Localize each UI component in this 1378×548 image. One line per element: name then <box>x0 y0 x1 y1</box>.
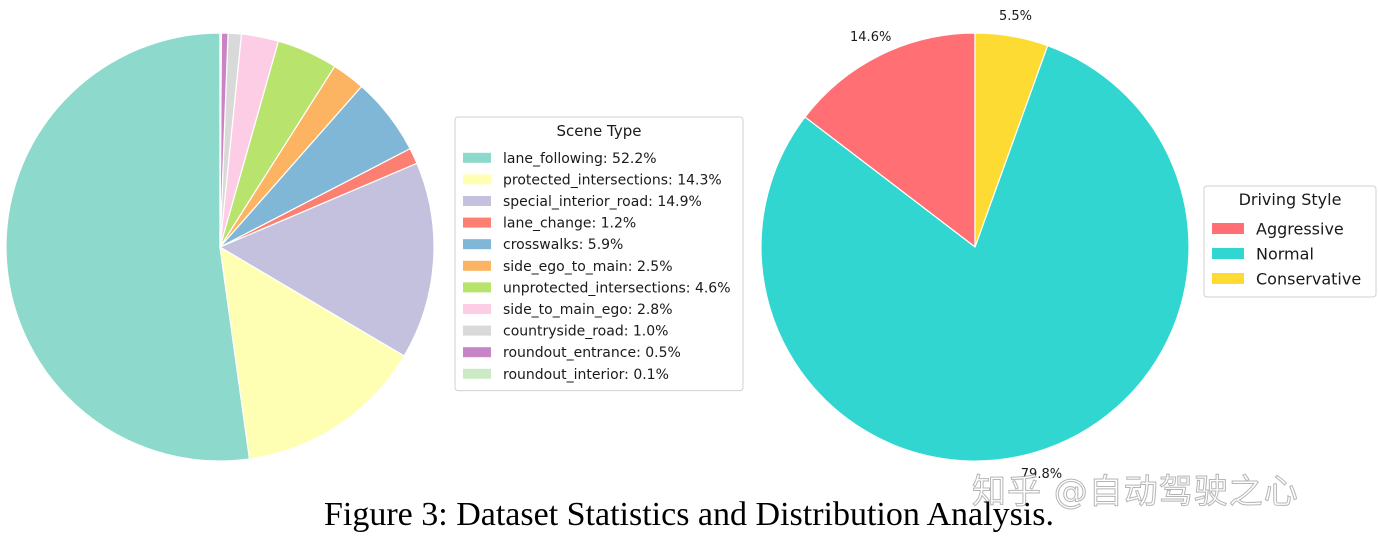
legend-swatch-countryside-road <box>463 325 491 336</box>
legend-label-countryside-road: countryside_road: 1.0% <box>503 324 668 340</box>
watermark: 知乎 @自动驾驶之心 <box>972 472 1299 513</box>
scene-type-pie <box>5 32 435 462</box>
legend-label-crosswalks: crosswalks: 5.9% <box>503 237 623 253</box>
legend-swatch-normal <box>1212 248 1244 259</box>
legend-label-lane-following: lane_following: 52.2% <box>503 151 657 167</box>
legend-swatch-lane-following <box>463 152 491 163</box>
legend-swatch-unprotected-intersections <box>463 282 491 293</box>
pie-slice-lane-following <box>5 32 251 462</box>
pie-slice-protected-intersections <box>219 246 405 460</box>
legend-swatch-side-to-main-ego <box>463 304 491 314</box>
legend-label-normal: Normal <box>1256 244 1314 263</box>
legend-label-protected-intersections: protected_intersections: 14.3% <box>503 172 722 188</box>
pie-slice-special-interior-road <box>219 162 435 357</box>
legend-swatch-side-ego-to-main <box>463 260 491 271</box>
pie-slice-normal <box>760 45 1190 462</box>
pct-label-conservative: 5.5% <box>999 9 1032 24</box>
legend-frame <box>1203 185 1377 298</box>
legend-swatch-roundout-entrance <box>463 347 491 358</box>
pct-label-aggressive: 14.6% <box>850 30 891 45</box>
legend-label-side-to-main-ego: side_to_main_ego: 2.8% <box>503 302 673 318</box>
pie-slice-aggressive <box>804 32 976 248</box>
scene-type-legend: Scene Type lane_following: 52.2% protected… <box>454 116 744 392</box>
legend-label-side-ego-to-main: side_ego_to_main: 2.5% <box>503 259 673 275</box>
legend-label-special-interior-road: special_interior_road: 14.9% <box>503 194 702 210</box>
driving-style-pie: 14.6% 79.8% 5.5% <box>760 9 1190 482</box>
legend-label-aggressive: Aggressive <box>1256 219 1344 238</box>
legend-label-lane-change: lane_change: 1.2% <box>503 216 636 232</box>
legend-swatch-special-interior-road <box>463 196 491 206</box>
legend-swatch-protected-intersections <box>463 174 491 185</box>
pie-slice-roundout-interior <box>219 32 222 248</box>
pie-slice-conservative <box>974 32 1049 248</box>
legend-swatch-roundout-interior <box>463 368 491 379</box>
legend-title: Driving Style <box>1239 190 1342 209</box>
legend-label-conservative: Conservative <box>1256 269 1361 288</box>
figure-caption: Figure 3: Dataset Statistics and Distrib… <box>323 496 1054 533</box>
driving-style-legend: Driving Style Aggressive Normal Conservativ… <box>1203 185 1377 298</box>
legend-swatch-aggressive <box>1212 223 1244 234</box>
legend-title: Scene Type <box>557 122 642 140</box>
legend-label-unprotected-intersections: unprotected_intersections: 4.6% <box>503 280 731 296</box>
legend-swatch-conservative <box>1212 273 1244 284</box>
legend-label-roundout-interior: roundout_interior: 0.1% <box>503 367 669 383</box>
legend-frame <box>454 116 744 392</box>
legend-swatch-lane-change <box>463 217 491 228</box>
legend-label-roundout-entrance: roundout_entrance: 0.5% <box>503 345 681 361</box>
pct-label-normal: 79.8% <box>1021 467 1062 482</box>
legend-swatch-crosswalks <box>463 239 491 250</box>
